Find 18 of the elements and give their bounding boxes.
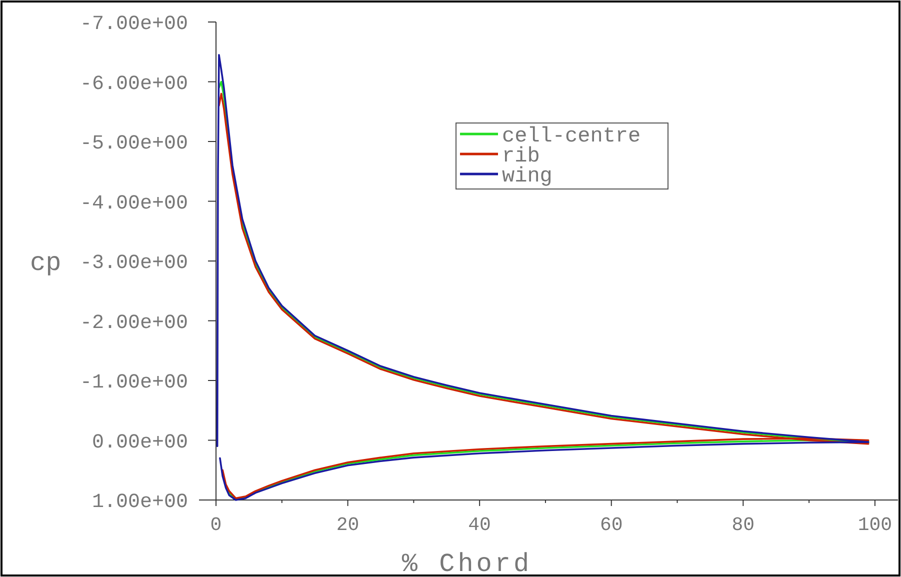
y-tick-label: -1.00e+00 bbox=[80, 372, 188, 394]
y-tick-label: 1.00e+00 bbox=[92, 491, 188, 514]
y-tick-label: 0.00e+00 bbox=[92, 431, 188, 454]
x-tick-label: 0 bbox=[210, 514, 222, 536]
y-tick-label: -6.00e+00 bbox=[80, 72, 188, 96]
legend-label: wing bbox=[502, 165, 552, 188]
x-tick-label: 60 bbox=[600, 514, 623, 536]
y-tick-label: -3.00e+00 bbox=[80, 252, 188, 275]
x-axis-title: % Chord bbox=[402, 549, 532, 577]
x-tick-label: 80 bbox=[732, 514, 755, 536]
x-tick-label: 40 bbox=[468, 514, 491, 536]
x-tick-label: 100 bbox=[858, 514, 892, 536]
y-tick-label: -5.00e+00 bbox=[80, 132, 188, 156]
y-tick-label: -7.00e+00 bbox=[80, 13, 188, 36]
y-tick-label: -2.00e+00 bbox=[80, 312, 188, 335]
y-axis-title: cp bbox=[30, 248, 62, 278]
y-tick-label: -4.00e+00 bbox=[80, 192, 188, 216]
x-tick-label: 20 bbox=[336, 514, 360, 536]
